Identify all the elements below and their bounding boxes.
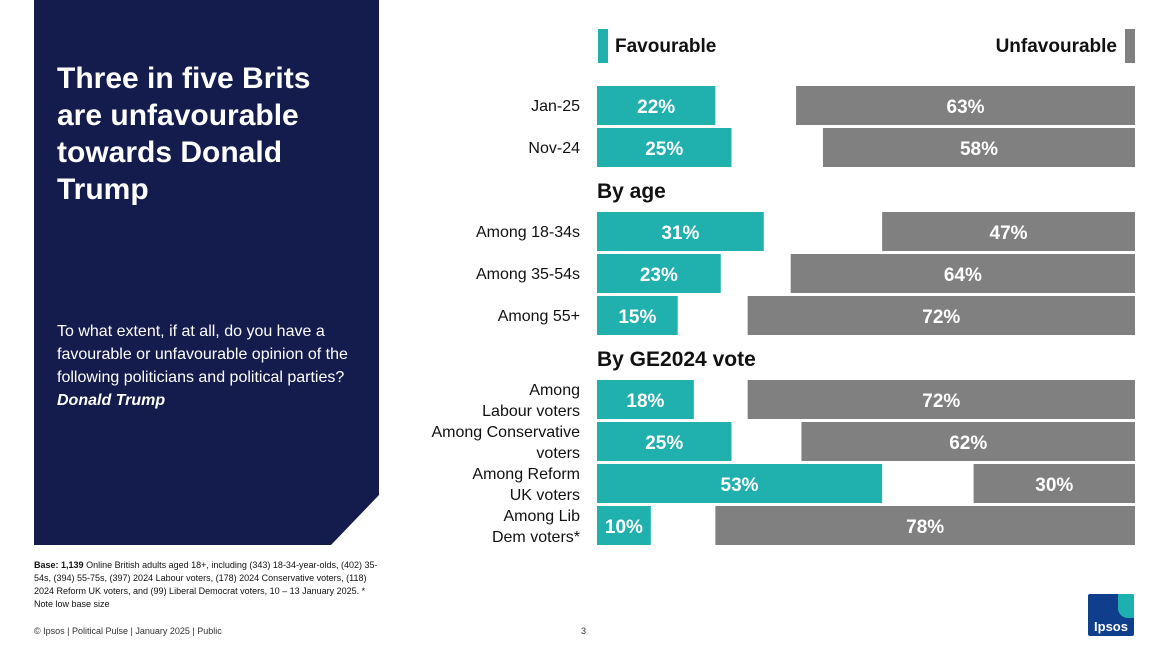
data-label-unfavourable: 30% xyxy=(1035,475,1073,496)
bar-unfavourable xyxy=(796,86,1135,125)
bar-favourable xyxy=(597,296,678,335)
bar-unfavourable xyxy=(801,422,1135,461)
data-label-favourable: 23% xyxy=(640,265,678,286)
category-label: Dem voters* xyxy=(492,529,580,546)
bar-unfavourable xyxy=(822,128,1135,167)
data-label-favourable: 25% xyxy=(645,139,683,160)
survey-question: To what extent, if at all, do you have a… xyxy=(57,320,357,412)
page-title: Three in five Brits are unfavourable tow… xyxy=(57,62,311,206)
category-label: Labour voters xyxy=(482,403,580,420)
category-label: Among Conservative xyxy=(431,424,580,441)
data-label-favourable: 10% xyxy=(605,517,643,538)
legend-swatch-unfavourable xyxy=(1125,29,1135,63)
data-label-unfavourable: 64% xyxy=(944,265,982,286)
bar-favourable xyxy=(597,86,716,125)
data-label-unfavourable: 63% xyxy=(947,97,985,118)
bar-unfavourable xyxy=(715,506,1135,545)
base-note: Base: 1,139 Online British adults aged 1… xyxy=(34,559,379,611)
data-label-favourable: 15% xyxy=(618,307,656,328)
data-label-unfavourable: 72% xyxy=(922,391,960,412)
bar-favourable xyxy=(597,212,764,251)
favourability-chart: 22% 63% Jan-25 25% 58% Nov-24 By age 31% 47% Amon… xyxy=(431,86,1135,546)
bar-favourable xyxy=(597,254,721,293)
data-label-unfavourable: 78% xyxy=(906,517,944,538)
question-subject: Donald Trump xyxy=(57,392,166,409)
page-number: 3 xyxy=(581,626,587,636)
bar-favourable xyxy=(597,422,732,461)
data-label-favourable: 53% xyxy=(721,475,759,496)
category-label: Jan-25 xyxy=(531,98,580,115)
data-label-unfavourable: 62% xyxy=(949,433,987,454)
logo-text: Ipsos xyxy=(1094,619,1128,634)
category-label: Nov-24 xyxy=(528,140,580,157)
bar-unfavourable xyxy=(790,254,1135,293)
category-label: Among 35-54s xyxy=(476,266,580,283)
footer-text: © Ipsos | Political Pulse | January 2025… xyxy=(34,626,222,636)
legend-swatch-favourable xyxy=(598,29,608,63)
question-text: To what extent, if at all, do you have a… xyxy=(57,323,348,386)
category-label: Among Reform xyxy=(472,466,580,483)
bar-favourable xyxy=(597,506,651,545)
base-label: Base: 1,139 xyxy=(34,560,84,570)
legend-label-unfavourable: Unfavourable xyxy=(995,36,1117,57)
category-label: UK voters xyxy=(510,487,580,504)
title-panel xyxy=(34,0,379,545)
section-title: By age xyxy=(597,180,666,203)
data-label-unfavourable: 47% xyxy=(990,223,1028,244)
category-label: Among Lib xyxy=(504,508,581,525)
category-label: Among 18-34s xyxy=(476,224,580,241)
bar-favourable xyxy=(597,380,694,419)
data-label-unfavourable: 72% xyxy=(922,307,960,328)
category-label: Among 55+ xyxy=(498,308,580,325)
ipsos-logo: Ipsos xyxy=(1088,594,1134,636)
bar-unfavourable xyxy=(747,380,1135,419)
bar-unfavourable xyxy=(973,464,1135,503)
bar-unfavourable xyxy=(882,212,1135,251)
bar-favourable xyxy=(597,128,732,167)
bar-favourable xyxy=(597,464,883,503)
data-label-unfavourable: 58% xyxy=(960,139,998,160)
data-label-favourable: 18% xyxy=(626,391,664,412)
bar-unfavourable xyxy=(747,296,1135,335)
legend-label-favourable: Favourable xyxy=(615,36,717,57)
logo-accent xyxy=(1118,594,1134,618)
data-label-favourable: 22% xyxy=(637,97,675,118)
category-label: Among xyxy=(529,382,580,399)
data-label-favourable: 31% xyxy=(661,223,699,244)
base-text: Online British adults aged 18+, includin… xyxy=(34,560,378,609)
section-title: By GE2024 vote xyxy=(597,348,756,371)
category-label: voters xyxy=(536,445,580,462)
data-label-favourable: 25% xyxy=(645,433,683,454)
